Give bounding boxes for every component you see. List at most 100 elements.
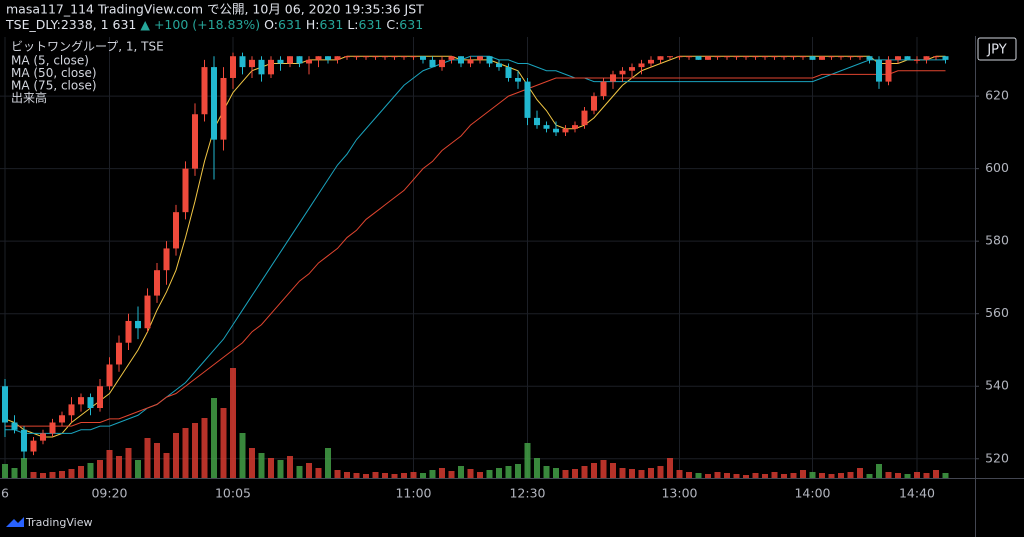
candle-body [391, 56, 398, 58]
y-tick-label: 580 [985, 233, 1009, 248]
candle-body [876, 59, 882, 82]
volume-bar [11, 468, 18, 478]
candle-body [439, 59, 445, 68]
candle-body [724, 56, 730, 58]
volume-bar [306, 463, 312, 478]
volume-bar [572, 469, 578, 478]
candle-body [847, 56, 854, 58]
candle-body [572, 125, 578, 129]
candle-body [21, 429, 27, 452]
currency[interactable]: JPY [986, 43, 1006, 58]
candle-body [619, 70, 626, 75]
candle-body [923, 56, 930, 60]
volume-bar [173, 433, 179, 478]
candle-body [904, 56, 911, 60]
candle-body [40, 433, 46, 441]
volume-bar [325, 448, 331, 478]
candle-body [429, 59, 436, 68]
candle-body [819, 56, 825, 60]
volume-bar [942, 473, 949, 478]
header-quote: TSE_DLY:2338, 1 631 ▲ +100 (+18.83%) O:6… [5, 17, 423, 32]
legend-entry: MA (50, close) [11, 66, 97, 80]
volume-bar [458, 466, 464, 478]
volume-bar [391, 474, 398, 478]
volume-bar [344, 472, 350, 478]
volume-bar [154, 443, 160, 478]
candle-body [2, 386, 8, 423]
candle-body [676, 56, 683, 58]
candle-body [135, 320, 141, 329]
volume-bar [876, 464, 882, 478]
volume-bar [648, 468, 654, 478]
volume-bar [401, 473, 407, 478]
volume-bar [828, 474, 835, 478]
candle-body [230, 56, 236, 78]
candle-body [249, 59, 255, 68]
candle-body [306, 59, 312, 64]
volume-bar [562, 470, 569, 478]
volume-bar [363, 474, 369, 478]
legend-entry: MA (5, close) [11, 54, 89, 68]
candle-body [762, 56, 768, 58]
volume-bar [534, 458, 540, 478]
candle-body [857, 56, 863, 58]
currency-box[interactable] [977, 37, 1017, 61]
volume-bar [885, 472, 892, 478]
volume-bar [838, 473, 844, 478]
candle-body [885, 59, 892, 82]
volume-bar [819, 473, 825, 478]
symbol: TSE_DLY:2338, 1 [5, 17, 109, 32]
volume-bar [553, 468, 559, 478]
candle-body [382, 56, 388, 58]
volume-bar [87, 463, 94, 478]
volume-bar [382, 473, 388, 478]
candle-body [496, 63, 502, 68]
candle-body [714, 56, 721, 58]
y-tick-label: 620 [985, 88, 1009, 103]
candle-body [866, 56, 873, 60]
candle-body [838, 56, 844, 58]
candle-body [543, 125, 550, 129]
x-tick-label: 14:40 [899, 486, 935, 501]
candle-body [524, 81, 531, 118]
volume-bar [619, 468, 626, 478]
o-label: O: [264, 17, 278, 32]
volume-bar [448, 471, 455, 478]
candle-body [258, 59, 265, 75]
volume-bar [78, 466, 84, 478]
volume-bar [771, 472, 778, 478]
candle-body [363, 56, 369, 58]
volume-bar [97, 460, 103, 478]
l-label: L: [347, 17, 358, 32]
candle-body [562, 128, 569, 133]
candle-body [211, 67, 217, 140]
volume-bar [30, 472, 37, 478]
x-tick-label: 14:00 [794, 486, 830, 501]
volume-bar [657, 466, 664, 478]
plot-area [0, 37, 979, 478]
candle-body [106, 364, 113, 387]
volume-bar [410, 472, 417, 478]
volume-bar [733, 474, 740, 478]
candle-body [733, 56, 740, 58]
volume-bar [287, 456, 293, 478]
last-price: 631 [113, 17, 137, 32]
candle-body [97, 386, 103, 409]
volume-bar [743, 475, 749, 478]
volume-bar [59, 471, 65, 478]
candle-body [648, 59, 654, 64]
candle-body [401, 56, 407, 58]
candle-body [87, 397, 94, 409]
c-label: C: [386, 17, 399, 32]
volume-bar [895, 473, 901, 478]
volume-bar [505, 466, 512, 478]
candle-body [695, 56, 702, 60]
y-tick-label: 520 [985, 450, 1009, 465]
candle-body [287, 56, 293, 64]
candle-body [477, 56, 483, 60]
candle-body [781, 56, 787, 58]
h-value: 631 [319, 17, 343, 32]
volume-bar [686, 472, 692, 478]
legend-volume: 出来高 [11, 90, 47, 105]
